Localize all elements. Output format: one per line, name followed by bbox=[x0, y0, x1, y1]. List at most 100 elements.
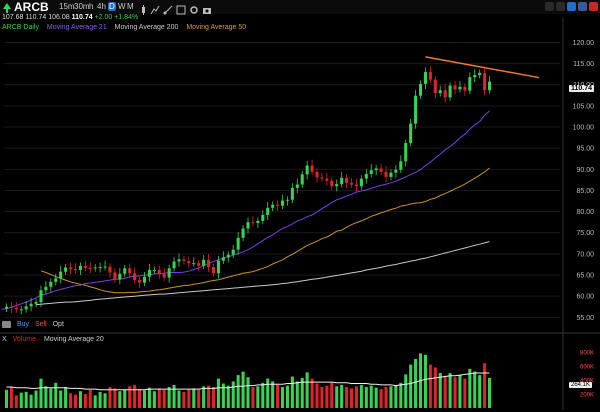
candle-body bbox=[177, 259, 181, 262]
candle-body bbox=[483, 72, 487, 91]
legend-series[interactable]: ARCB Daily bbox=[2, 24, 39, 31]
volume-bar bbox=[78, 391, 82, 408]
candle-body bbox=[280, 200, 285, 206]
share-icon[interactable] bbox=[556, 2, 565, 11]
volume-bar bbox=[231, 381, 235, 408]
timeframe-w[interactable]: W bbox=[118, 2, 126, 11]
candle-body bbox=[39, 290, 43, 303]
settings-gear-icon[interactable] bbox=[189, 2, 199, 20]
volume-ma-line bbox=[6, 372, 490, 391]
candle-body bbox=[399, 161, 403, 170]
high-value: 110.74 bbox=[25, 14, 47, 21]
legend-ma21[interactable]: Moving Average 21 bbox=[46, 24, 107, 31]
volume-tag: 264.1K bbox=[569, 382, 593, 388]
candle-body bbox=[73, 269, 78, 271]
indicators-icon[interactable] bbox=[150, 2, 160, 20]
volume-bar bbox=[157, 388, 161, 408]
volume-bar bbox=[246, 377, 250, 408]
candle-body bbox=[256, 220, 260, 224]
volume-bar bbox=[285, 385, 289, 408]
candle-body bbox=[29, 303, 33, 307]
volume-bar bbox=[59, 390, 63, 408]
sell-button[interactable]: Sell bbox=[34, 321, 47, 329]
y-tick-label: 120.00 bbox=[573, 40, 595, 47]
twitter-icon[interactable] bbox=[567, 2, 576, 11]
volume-bar bbox=[49, 388, 53, 408]
y-tick-label: 65.00 bbox=[576, 273, 594, 280]
volume-bar bbox=[187, 389, 191, 408]
candle-type-icon[interactable] bbox=[139, 2, 147, 20]
candle-body bbox=[98, 266, 102, 268]
candle-body bbox=[409, 123, 413, 144]
last-price-tag: 110.74 bbox=[569, 85, 595, 92]
volume-bar bbox=[251, 387, 255, 408]
candle-body bbox=[207, 259, 211, 267]
trade-icon[interactable] bbox=[2, 321, 11, 328]
volume-bar bbox=[443, 375, 447, 408]
candle-body bbox=[458, 86, 462, 90]
candle-body bbox=[251, 222, 255, 224]
close-window-icon[interactable] bbox=[589, 2, 598, 11]
templates-icon[interactable] bbox=[176, 2, 186, 20]
up-arrow-icon bbox=[2, 1, 12, 19]
candle-body bbox=[320, 177, 324, 179]
candle-body bbox=[103, 266, 107, 268]
candle-body bbox=[4, 306, 8, 309]
volume-legend[interactable]: Volume bbox=[12, 336, 36, 343]
close-pane-button[interactable]: X bbox=[2, 336, 7, 343]
timeframe-d[interactable]: D bbox=[108, 2, 116, 11]
options-button[interactable]: Opt bbox=[52, 321, 64, 329]
volume-bar bbox=[280, 387, 285, 408]
volume-bar bbox=[182, 391, 186, 408]
legend-ma50[interactable]: Moving Average 50 bbox=[186, 24, 247, 31]
timeframe-15m[interactable]: 15m bbox=[59, 2, 75, 11]
volume-bar bbox=[463, 378, 467, 408]
timeframe-30m[interactable]: 30m bbox=[74, 2, 90, 11]
volume-bar bbox=[300, 377, 304, 408]
facebook-icon[interactable] bbox=[578, 2, 587, 11]
volume-bar bbox=[216, 378, 220, 408]
volume-bar bbox=[335, 386, 339, 408]
volume-bar bbox=[202, 386, 206, 408]
volume-tick-label: 600K bbox=[580, 365, 594, 371]
legend-ma200[interactable]: Moving Average 200 bbox=[114, 24, 179, 31]
candle-body bbox=[83, 265, 87, 268]
change-value: +2.00 bbox=[94, 14, 113, 21]
candle-body bbox=[19, 309, 23, 311]
y-tick-label: 70.00 bbox=[576, 251, 594, 258]
candle-body bbox=[24, 306, 28, 310]
candle-body bbox=[113, 272, 117, 280]
volume-bar bbox=[142, 390, 147, 408]
timeframe-h[interactable]: h bbox=[89, 2, 94, 11]
candle-body bbox=[69, 267, 73, 270]
candle-body bbox=[271, 204, 275, 208]
buy-button[interactable]: Buy bbox=[16, 321, 30, 329]
volume-bar bbox=[389, 386, 393, 408]
volume-bar bbox=[14, 395, 18, 408]
candle-body bbox=[428, 72, 432, 80]
volume-bar bbox=[325, 385, 329, 408]
candle-body bbox=[438, 90, 442, 94]
candle-body bbox=[463, 86, 467, 91]
candle-body bbox=[128, 268, 132, 274]
volume-bar bbox=[162, 389, 166, 408]
volume-ma-legend[interactable]: Moving Average 20 bbox=[43, 336, 104, 343]
camera-icon[interactable] bbox=[202, 2, 212, 20]
volume-bar bbox=[9, 387, 13, 408]
candle-body bbox=[300, 174, 304, 185]
volume-bar bbox=[197, 389, 201, 408]
candle-body bbox=[192, 263, 196, 265]
volume-bar bbox=[345, 387, 349, 408]
chart-legend: ARCB Daily Moving Average 21 Moving Aver… bbox=[2, 24, 252, 31]
draw-tools-icon[interactable] bbox=[163, 2, 173, 20]
timeframe-m[interactable]: M bbox=[127, 2, 134, 11]
candle-body bbox=[246, 222, 250, 229]
timeframe-4h[interactable]: 4h bbox=[97, 2, 106, 11]
volume-bar bbox=[271, 381, 275, 408]
volume-tick-label: 400K bbox=[580, 379, 594, 385]
volume-bar bbox=[241, 371, 245, 408]
volume-bar bbox=[221, 383, 225, 408]
volume-bar bbox=[315, 383, 319, 408]
alert-bell-icon[interactable] bbox=[545, 2, 554, 11]
